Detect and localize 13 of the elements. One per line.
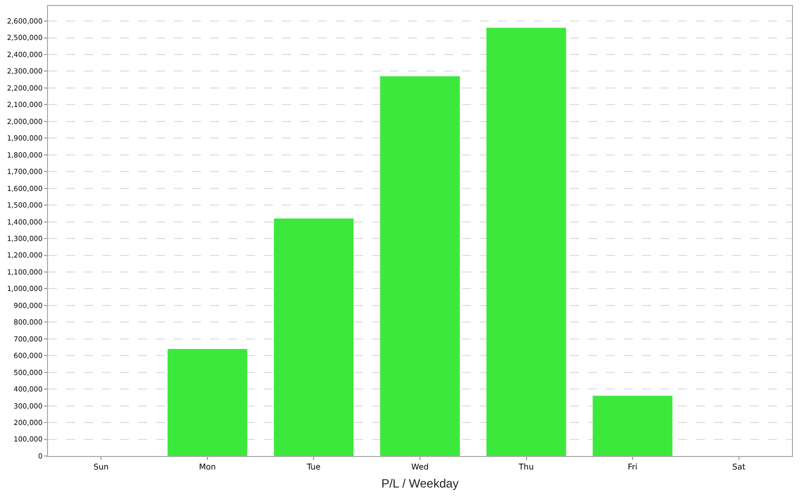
bar bbox=[592, 396, 672, 456]
x-tick-label: Thu bbox=[518, 462, 534, 472]
x-axis-title: P/L / Weekday bbox=[381, 476, 459, 490]
x-tick-label: Mon bbox=[198, 462, 216, 472]
x-tick-label: Tue bbox=[306, 462, 321, 472]
x-tick-label: Sun bbox=[94, 462, 109, 472]
bar bbox=[486, 28, 566, 456]
bar bbox=[168, 348, 248, 456]
bar bbox=[380, 76, 460, 456]
x-tick-label: Fri bbox=[628, 462, 638, 472]
x-tick-label: Wed bbox=[411, 462, 429, 472]
x-tick-label: Sat bbox=[732, 462, 746, 472]
bar bbox=[274, 218, 354, 456]
